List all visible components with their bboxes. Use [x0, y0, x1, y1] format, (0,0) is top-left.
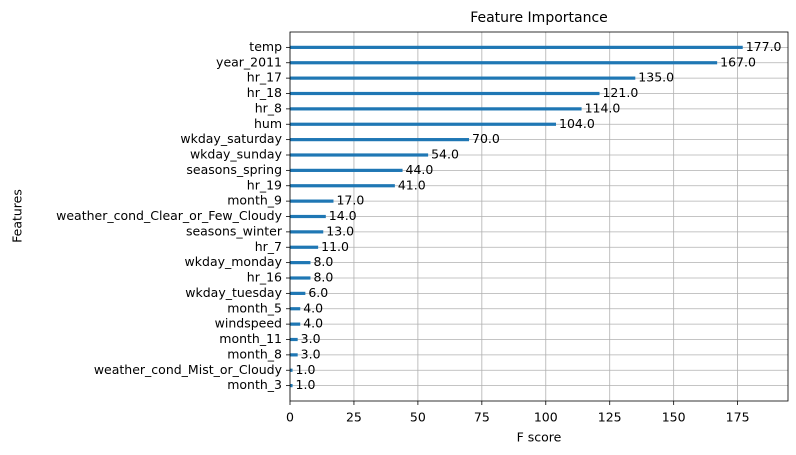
- y-tick-label: hr_7: [255, 239, 282, 254]
- bar: [290, 45, 743, 49]
- y-tick-label: hr_16: [247, 270, 282, 285]
- x-tick-label: 100: [534, 410, 558, 425]
- x-tick-label: 125: [598, 410, 622, 425]
- bar: [290, 153, 429, 157]
- value-label: 3.0: [301, 346, 321, 361]
- y-tick-label: seasons_winter: [186, 223, 283, 238]
- y-tick-label: month_9: [227, 193, 282, 208]
- y-tick-label: wkday_saturday: [180, 131, 282, 146]
- chart-title: Feature Importance: [470, 10, 608, 26]
- bar: [290, 76, 636, 80]
- value-label: 14.0: [329, 208, 357, 223]
- x-tick-label: 75: [474, 410, 490, 425]
- bar: [290, 322, 301, 326]
- bar: [290, 91, 600, 96]
- y-tick-label: month_3: [227, 377, 282, 392]
- bar: [290, 291, 306, 295]
- value-label: 104.0: [559, 116, 595, 131]
- bar: [290, 199, 334, 203]
- value-label: 41.0: [398, 177, 426, 192]
- value-label: 114.0: [585, 100, 621, 115]
- bar: [290, 353, 298, 357]
- x-tick-label: 150: [662, 410, 686, 425]
- y-tick-label: month_11: [219, 331, 282, 346]
- bar: [290, 384, 293, 388]
- value-label: 44.0: [406, 162, 434, 177]
- y-tick-label: hr_18: [247, 85, 282, 100]
- y-tick-label: year_2011: [216, 54, 282, 69]
- value-label: 177.0: [746, 39, 782, 54]
- y-tick-label: month_8: [227, 346, 282, 361]
- value-label: 1.0: [296, 377, 316, 392]
- x-tick-label: 175: [726, 410, 750, 425]
- value-label: 167.0: [720, 54, 756, 69]
- y-tick-label: hr_19: [247, 177, 282, 192]
- y-tick-label: wkday_monday: [185, 254, 283, 269]
- bar: [290, 138, 470, 142]
- y-tick-label: hum: [254, 116, 282, 131]
- y-axis-label: Features: [10, 189, 25, 243]
- bar: [290, 337, 298, 342]
- bar: [290, 368, 293, 372]
- y-tick-label: wkday_sunday: [190, 147, 283, 162]
- bar: [290, 245, 319, 249]
- value-label: 70.0: [472, 131, 500, 146]
- bar: [290, 184, 395, 188]
- axes-frame: [289, 31, 789, 402]
- y-tick-label: weather_cond_Mist_or_Cloudy: [94, 362, 283, 377]
- y-tick-label: windspeed: [215, 316, 282, 331]
- bar: [290, 122, 557, 126]
- bar: [290, 307, 301, 311]
- value-label: 1.0: [296, 362, 316, 377]
- bar: [290, 168, 403, 172]
- value-label: 4.0: [303, 300, 323, 315]
- y-tick-label: month_5: [227, 300, 282, 315]
- y-tick-label: temp: [249, 39, 282, 54]
- value-label: 4.0: [303, 316, 323, 331]
- value-label: 17.0: [336, 193, 364, 208]
- y-tick-label: hr_17: [247, 70, 282, 85]
- x-tick-label: 0: [286, 410, 294, 425]
- value-label: 135.0: [638, 70, 674, 85]
- value-label: 8.0: [313, 270, 333, 285]
- value-label: 121.0: [602, 85, 638, 100]
- bar: [290, 107, 582, 111]
- y-tick-label: weather_cond_Clear_or_Few_Cloudy: [56, 208, 282, 223]
- bar: [290, 276, 311, 280]
- x-axis-label: F score: [517, 430, 562, 445]
- y-tick-label: wkday_tuesday: [185, 285, 282, 300]
- value-label: 11.0: [321, 239, 349, 254]
- value-label: 8.0: [313, 254, 333, 269]
- y-tick-label: hr_8: [255, 100, 282, 115]
- bar: [290, 261, 311, 265]
- y-tick-label: seasons_spring: [186, 162, 282, 177]
- value-label: 54.0: [431, 147, 459, 162]
- bar: [290, 214, 326, 219]
- x-tick-label: 50: [410, 410, 426, 425]
- value-label: 3.0: [301, 331, 321, 346]
- x-tick-label: 25: [346, 410, 362, 425]
- value-label: 13.0: [326, 223, 354, 238]
- value-label: 6.0: [308, 285, 328, 300]
- bar: [290, 230, 324, 234]
- bar: [290, 61, 718, 65]
